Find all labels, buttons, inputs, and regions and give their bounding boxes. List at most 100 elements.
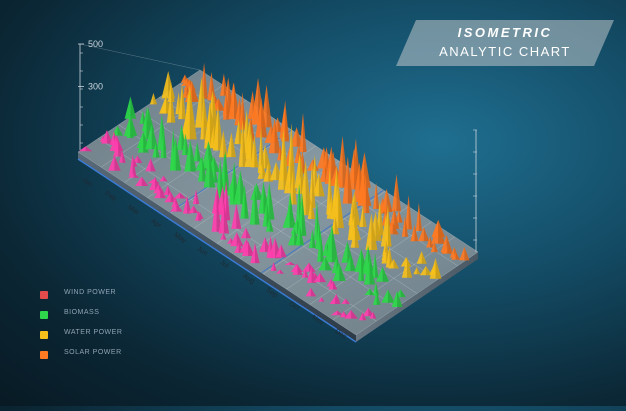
spike <box>318 256 332 271</box>
spike-shade <box>372 311 377 319</box>
spike-shade <box>375 252 379 278</box>
spike <box>160 124 167 159</box>
plate-left-side <box>78 152 356 342</box>
spike-shade <box>218 98 226 111</box>
spike-shade <box>312 162 316 209</box>
spike-shade <box>414 224 419 242</box>
series-wind-power <box>78 129 377 321</box>
series-water-power <box>149 70 442 279</box>
spike <box>384 204 392 247</box>
spike <box>166 90 176 123</box>
spike-shade <box>218 105 224 151</box>
spike <box>371 252 379 278</box>
spike <box>426 236 434 248</box>
spike <box>419 265 433 276</box>
spike <box>429 257 442 279</box>
spike <box>201 140 216 169</box>
spike-shade <box>143 134 149 153</box>
spike-shade <box>269 182 275 220</box>
spike-shade <box>285 100 290 142</box>
spike <box>182 195 192 214</box>
spike <box>257 127 265 174</box>
spike-shade <box>371 213 378 251</box>
spike-shade <box>85 146 93 152</box>
y-tick-label: 500 <box>88 39 103 49</box>
month-label: Mar <box>126 204 140 217</box>
spike <box>220 232 227 240</box>
spike-shade <box>362 205 367 227</box>
spike <box>262 200 271 227</box>
series-biomass <box>111 96 406 308</box>
spike-shade <box>191 80 199 103</box>
spike-shade <box>325 256 332 271</box>
spike-shade <box>274 118 281 154</box>
spike-shade <box>223 201 230 234</box>
spike-shade <box>302 150 306 174</box>
spike-shade <box>146 106 150 140</box>
spike <box>203 154 216 188</box>
spike-shade <box>311 199 316 220</box>
spike <box>275 269 285 274</box>
spike-shade <box>242 119 247 167</box>
spike-shade <box>334 216 340 235</box>
spike-shade <box>399 210 403 223</box>
spike-shade <box>291 122 296 183</box>
spike-shade <box>132 154 137 176</box>
spike <box>234 119 244 145</box>
spike-shade <box>438 221 445 244</box>
spike-shade <box>231 132 237 158</box>
spike <box>314 272 327 283</box>
spike <box>395 210 403 223</box>
spike-shade <box>354 191 361 226</box>
spike <box>212 105 224 151</box>
spike-shade <box>214 164 218 183</box>
spike <box>275 244 287 258</box>
spike-shade <box>351 309 358 319</box>
spike <box>369 311 377 319</box>
spike-shade <box>266 200 271 227</box>
spike-shade <box>276 161 283 181</box>
spike-shade <box>290 261 296 266</box>
spike-shade <box>213 156 220 172</box>
spike-shade <box>209 101 216 149</box>
spike-shade <box>305 268 309 278</box>
spike-shade <box>316 200 320 241</box>
spike-shade <box>292 170 297 205</box>
spike-shade <box>350 256 357 272</box>
spike <box>359 205 367 227</box>
spike-shade <box>404 215 409 237</box>
spike <box>101 129 113 144</box>
spike-shade <box>310 287 317 297</box>
spike-shade <box>321 297 325 302</box>
spike-shade <box>133 173 140 178</box>
spike-shade <box>361 247 365 282</box>
spike-shade <box>118 141 124 157</box>
spike-shade <box>266 84 273 128</box>
spike <box>372 282 380 296</box>
spike <box>200 95 207 140</box>
spike <box>332 183 344 229</box>
spike <box>135 176 149 187</box>
spike <box>270 261 277 271</box>
spike-shade <box>435 257 442 279</box>
spike <box>163 185 172 196</box>
spike-shade <box>361 248 368 272</box>
spike <box>216 158 225 198</box>
spike-shade <box>376 292 381 305</box>
spike-shade <box>331 224 339 263</box>
spike <box>318 297 325 302</box>
spike-shade <box>189 85 197 140</box>
spike <box>145 124 159 150</box>
spike <box>325 224 339 263</box>
spike-shade <box>254 242 260 264</box>
spike-shade <box>254 134 259 168</box>
y-tick-label: 300 <box>88 81 103 91</box>
spike <box>111 125 124 136</box>
spike-shade <box>421 250 427 264</box>
spike <box>385 245 394 268</box>
spike-shade <box>362 312 367 321</box>
spike-shade <box>407 256 413 278</box>
spike <box>197 155 207 182</box>
spike-shade <box>163 175 168 182</box>
